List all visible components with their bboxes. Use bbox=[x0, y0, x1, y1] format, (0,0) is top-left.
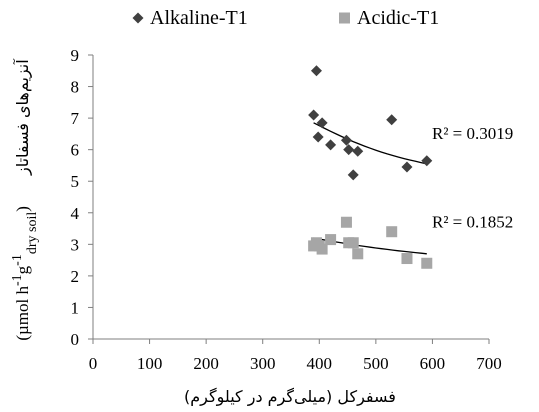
y-axis-title: (µmol h-1g-1dry soil) آنزیم‌های فسفاتاز bbox=[10, 58, 40, 341]
data-point-alkaline-t1 bbox=[386, 114, 398, 126]
y-tick-label: 6 bbox=[71, 141, 80, 160]
data-point-alkaline-t1 bbox=[352, 145, 364, 157]
data-point-acidic-t1 bbox=[347, 237, 359, 249]
x-tick-label: 400 bbox=[307, 354, 333, 373]
y-tick-label: 2 bbox=[71, 267, 80, 286]
data-point-acidic-t1 bbox=[340, 216, 352, 228]
x-tick-label: 500 bbox=[363, 354, 389, 373]
x-tick-label: 0 bbox=[89, 354, 98, 373]
y-tick-label: 4 bbox=[71, 204, 80, 223]
y-axis-unit-main: (µmol h bbox=[13, 286, 32, 341]
data-point-acidic-t1 bbox=[325, 234, 337, 246]
y-tick-label: 8 bbox=[71, 78, 80, 97]
y-tick-label: 1 bbox=[71, 298, 80, 317]
y-axis-unit-g: g bbox=[13, 265, 32, 274]
y-tick-label: 7 bbox=[71, 109, 80, 128]
data-point-acidic-t1 bbox=[421, 257, 433, 269]
data-point-alkaline-t1 bbox=[340, 134, 352, 146]
r2-label-acidic-t1: R² = 0.1852 bbox=[432, 213, 513, 232]
data-point-alkaline-t1 bbox=[325, 139, 337, 151]
y-axis-unit-sup1: -1 bbox=[10, 274, 25, 286]
x-tick-label: 100 bbox=[137, 354, 163, 373]
x-tick-label: 300 bbox=[250, 354, 276, 373]
r2-label-alkaline-t1: R² = 0.3019 bbox=[432, 124, 513, 143]
chart-axes bbox=[88, 54, 490, 344]
legend-marker-alkaline-t1 bbox=[132, 12, 144, 24]
trendline-alkaline-t1 bbox=[313, 122, 427, 165]
y-axis-unit-sub: dry soil bbox=[25, 212, 40, 255]
data-point-acidic-t1 bbox=[401, 253, 413, 265]
data-point-acidic-t1 bbox=[316, 243, 328, 255]
svg-text:(µmol h-1g-1dry soil) آن: (µmol h-1g-1dry soil) آنزیم‌های فسفاتاز bbox=[10, 58, 40, 341]
data-point-alkaline-t1 bbox=[401, 161, 413, 173]
y-axis-unit-close: ) bbox=[13, 206, 32, 212]
data-point-alkaline-t1 bbox=[421, 155, 433, 167]
legend-marker-acidic-t1 bbox=[339, 12, 350, 24]
data-point-alkaline-t1 bbox=[312, 131, 324, 143]
y-tick-label: 5 bbox=[71, 172, 80, 191]
legend-label-alkaline-t1: Alkaline-T1 bbox=[150, 7, 248, 29]
x-tick-label: 200 bbox=[193, 354, 219, 373]
x-tick-label: 600 bbox=[420, 354, 446, 373]
data-point-alkaline-t1 bbox=[343, 144, 355, 156]
x-axis-title: فسفرکل (میلی‌گرم در کیلوگرم) bbox=[184, 387, 396, 407]
chart-legend: Alkaline-T1 Acidic-T1 bbox=[132, 7, 439, 29]
r2-labels: R² = 0.3019 R² = 0.1852 bbox=[432, 124, 513, 231]
y-axis-persian-label: آنزیم‌های فسفاتاز bbox=[13, 58, 33, 176]
data-point-alkaline-t1 bbox=[347, 169, 359, 181]
legend-label-acidic-t1: Acidic-T1 bbox=[357, 7, 439, 29]
x-tick-label: 700 bbox=[476, 354, 502, 373]
data-point-alkaline-t1 bbox=[316, 117, 328, 129]
data-point-acidic-t1 bbox=[352, 248, 364, 260]
data-point-acidic-t1 bbox=[386, 226, 398, 238]
y-tick-label: 3 bbox=[71, 235, 80, 254]
data-point-alkaline-t1 bbox=[310, 65, 322, 77]
y-tick-label: 9 bbox=[71, 46, 80, 65]
data-point-alkaline-t1 bbox=[308, 109, 320, 121]
y-tick-label: 0 bbox=[71, 330, 80, 349]
tick-labels: 0 1 2 3 4 5 6 7 8 9 0 100 200 300 400 500 600 700 bbox=[71, 46, 502, 373]
y-axis-unit-sup2: -1 bbox=[10, 254, 25, 266]
data-points bbox=[308, 65, 433, 269]
